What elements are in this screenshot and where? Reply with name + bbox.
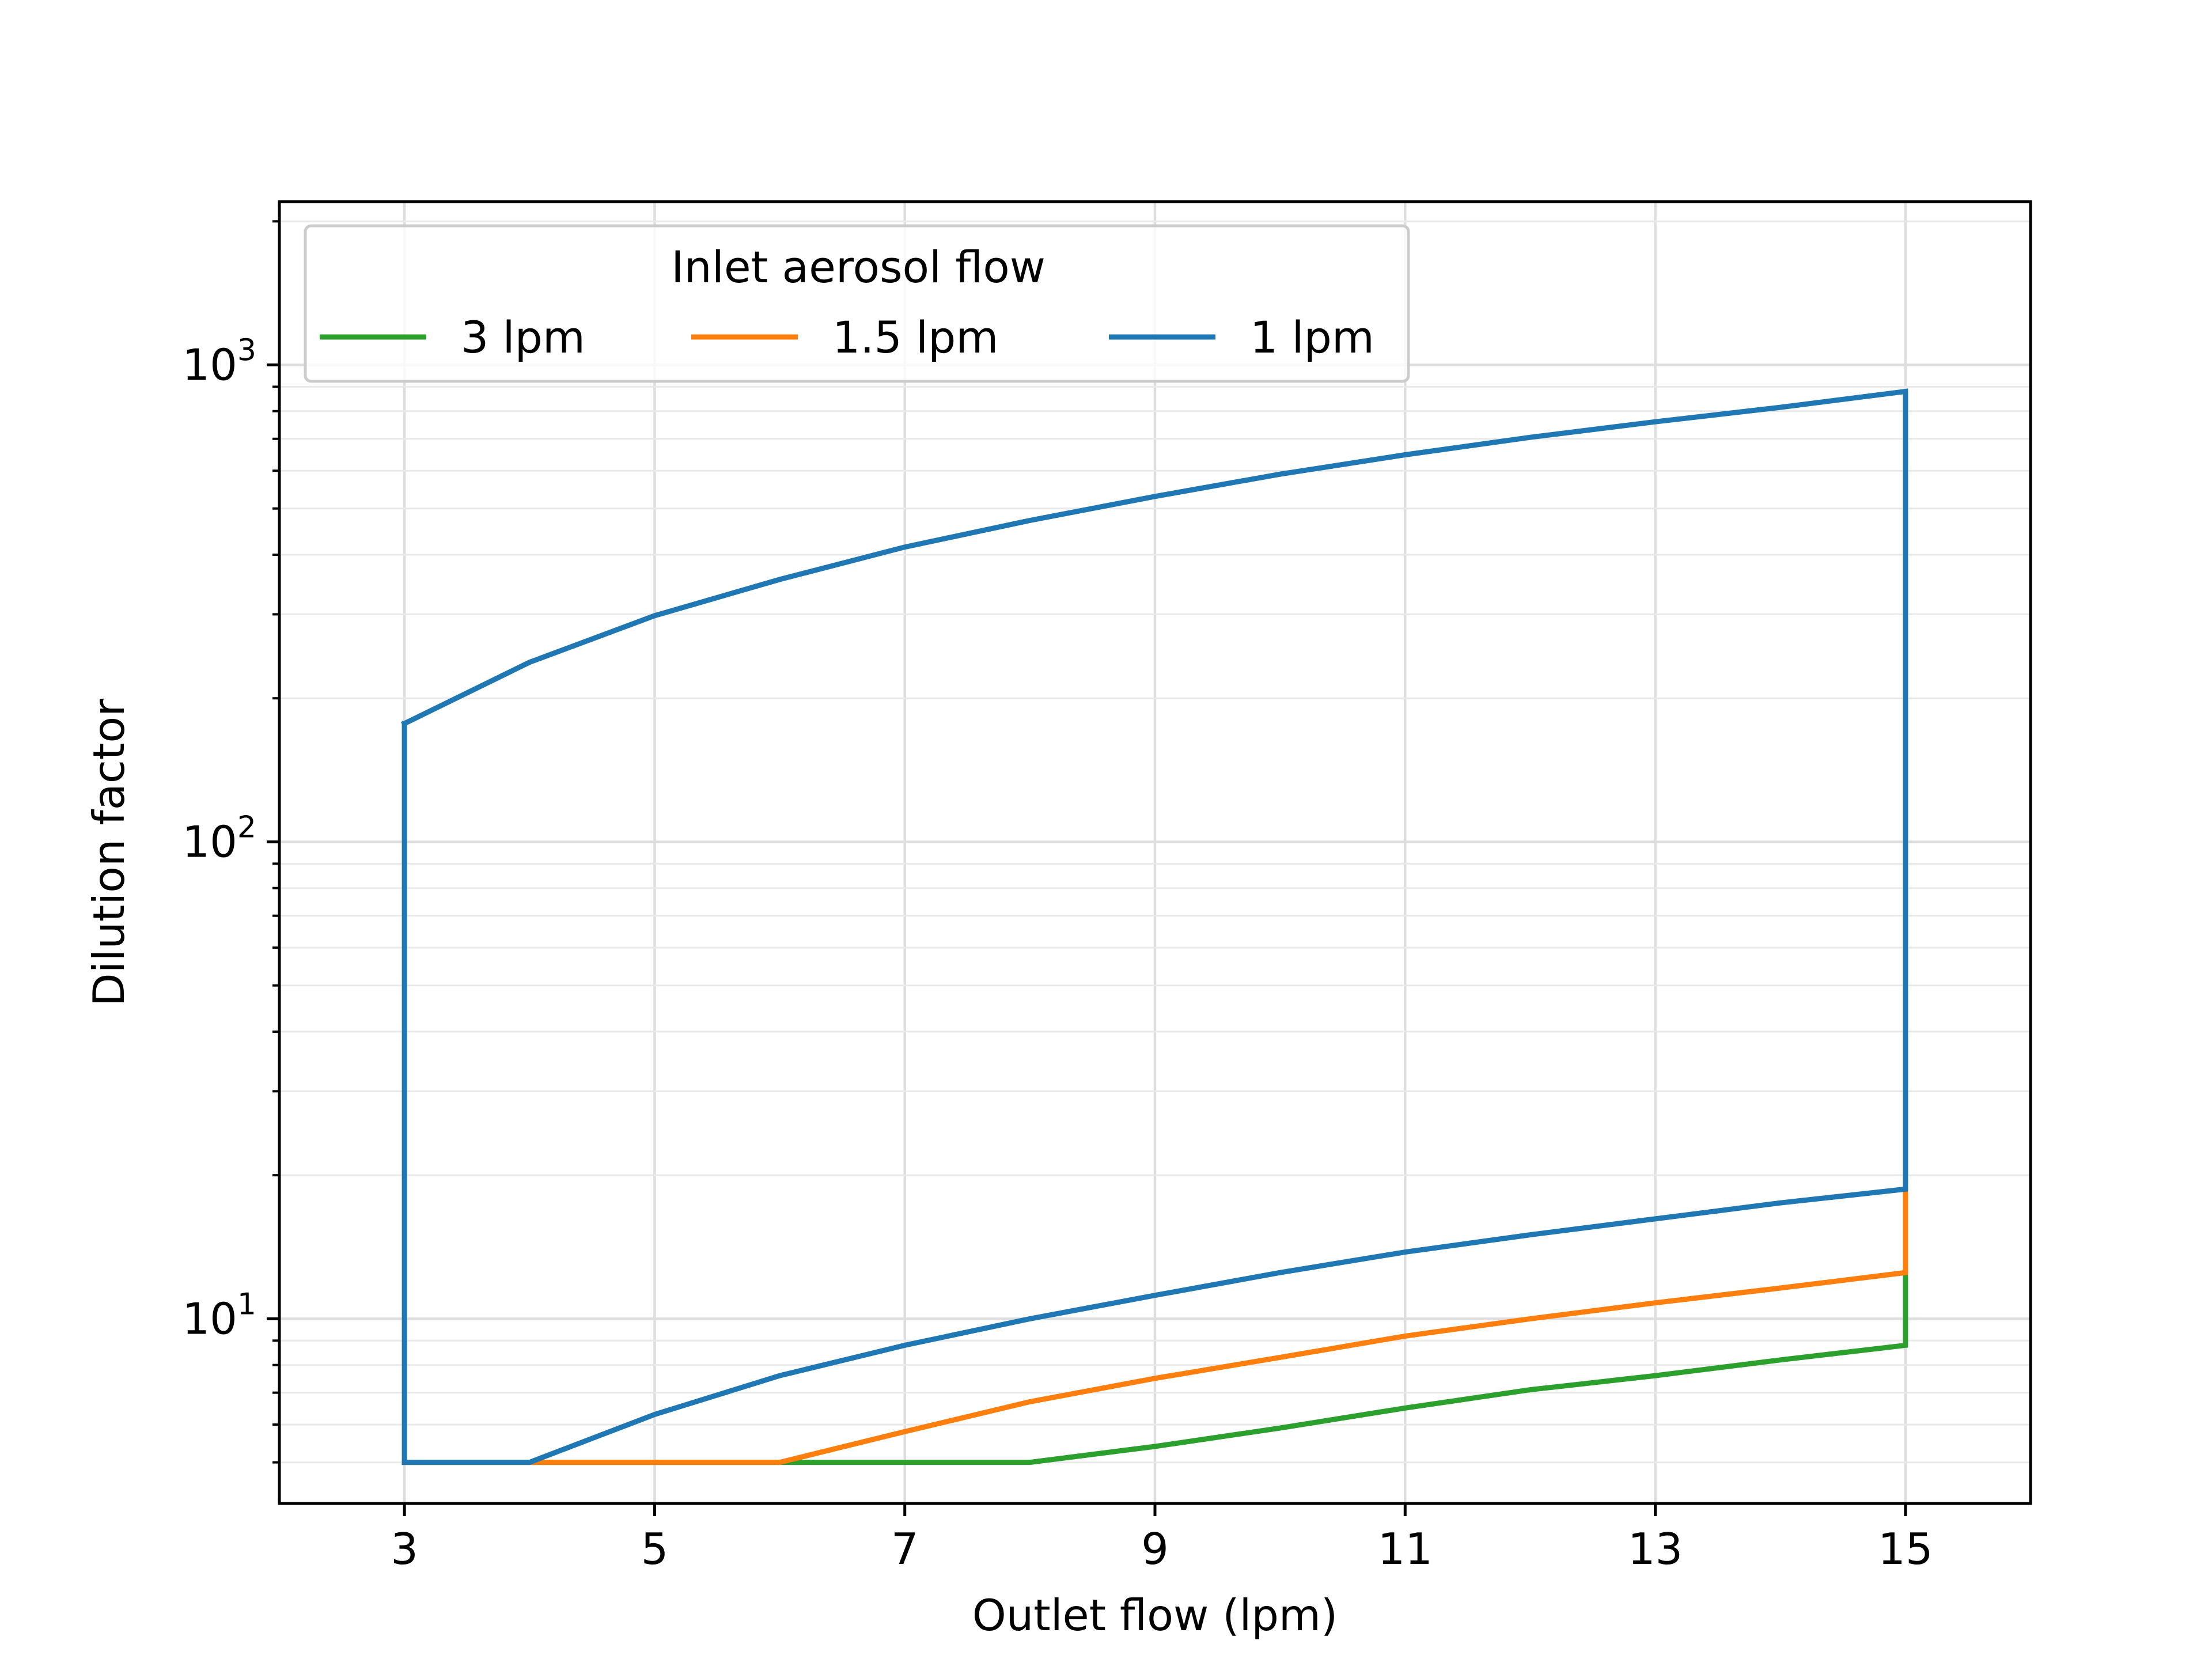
y-axis-label: Dilution factor xyxy=(84,699,134,1006)
legend-label: 3 lpm xyxy=(461,312,585,363)
legend-entry: 1.5 lpm xyxy=(691,312,998,363)
y-tick-base: 10 xyxy=(182,1293,237,1344)
x-tick-label: 3 xyxy=(391,1524,418,1574)
legend-entry: 3 lpm xyxy=(320,312,585,363)
y-tick-exponent: 3 xyxy=(237,334,256,368)
x-axis-ticks: 3 5 7 9 11 13 15 xyxy=(391,1503,1933,1574)
legend-entry: 1 lpm xyxy=(1109,312,1374,363)
legend-label: 1 lpm xyxy=(1250,312,1374,363)
y-tick-label: 101 xyxy=(182,1287,256,1344)
y-tick-exponent: 2 xyxy=(237,810,256,844)
x-tick-label: 15 xyxy=(1878,1524,1933,1574)
x-tick-label: 11 xyxy=(1378,1524,1433,1574)
legend-label: 1.5 lpm xyxy=(832,312,998,363)
series-lines xyxy=(401,388,1908,1465)
legend-entries: 3 lpm 1.5 lpm 1 lpm xyxy=(320,312,1374,363)
series-line-1-5-lpm xyxy=(402,1186,1908,1465)
legend: Inlet aerosol flow 3 lpm 1.5 lpm 1 lpm xyxy=(304,224,1410,383)
x-tick-label: 5 xyxy=(641,1524,669,1574)
legend-box xyxy=(304,224,1410,383)
y-tick-base: 10 xyxy=(182,816,237,867)
series-line-1-lpm xyxy=(401,388,1908,1465)
x-tick-label: 9 xyxy=(1141,1524,1169,1574)
x-axis-label: Outlet flow (lpm) xyxy=(972,1590,1338,1641)
y-tick-label: 103 xyxy=(182,334,256,391)
x-tick-label: 7 xyxy=(891,1524,919,1574)
x-tick-label: 13 xyxy=(1628,1524,1683,1574)
y-tick-base: 10 xyxy=(182,340,237,391)
legend-title: Inlet aerosol flow xyxy=(671,241,1046,293)
y-tick-exponent: 1 xyxy=(237,1287,256,1321)
y-tick-label: 102 xyxy=(182,810,256,867)
